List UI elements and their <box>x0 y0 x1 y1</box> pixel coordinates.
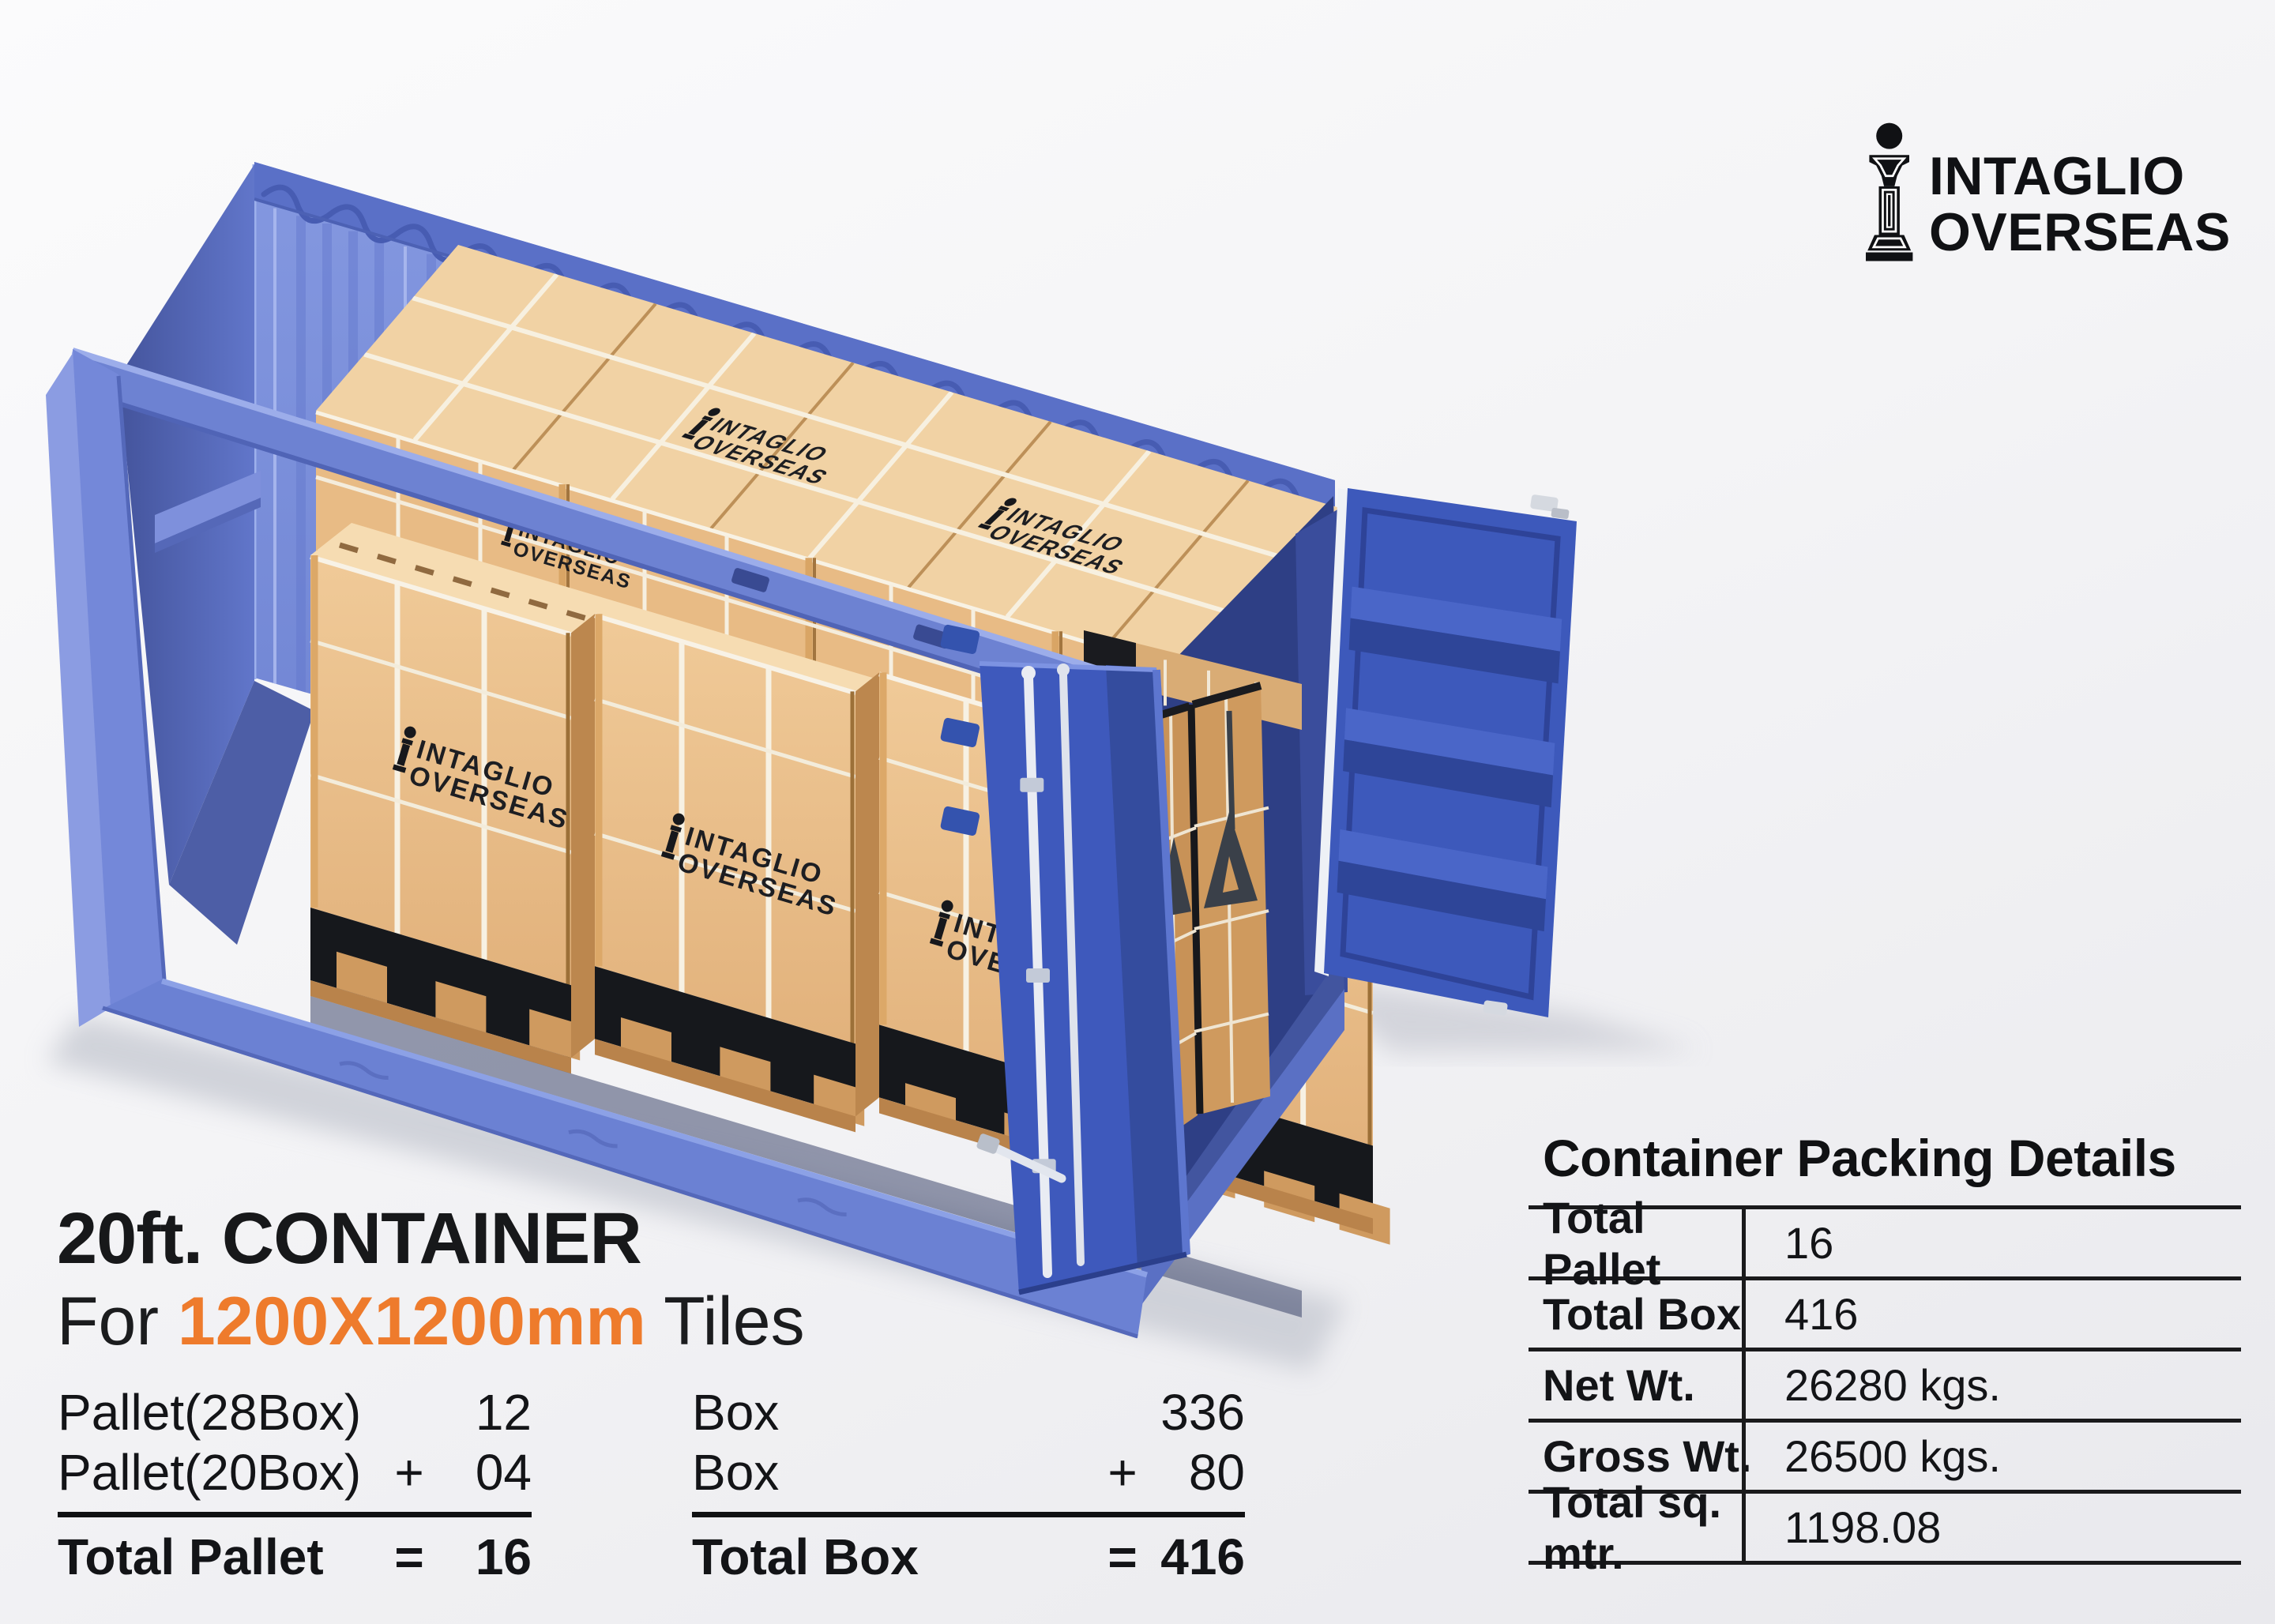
calc-operator: + <box>1107 1444 1138 1501</box>
table-row-label: Total sq. mtr. <box>1543 1476 1722 1578</box>
table-row-value: 1198.08 <box>1784 1502 1942 1552</box>
table-row: Total sq. mtr. 1198.08 <box>1529 1477 2241 1578</box>
scene-frame <box>71 348 1190 1339</box>
pallet-calculation: Pallet(28Box) 12 Pallet(20Box) + 04 Tota… <box>58 1387 532 1582</box>
brand-logo: INTAGLIO OVERSEAS <box>1866 117 2231 275</box>
pillar-icon <box>1866 122 1913 261</box>
calc-total-row: Total Pallet = 16 <box>58 1517 532 1582</box>
calc-label: Box <box>692 1384 780 1441</box>
table-row-value: 26280 kgs. <box>1784 1360 2001 1410</box>
calc-rule <box>58 1512 532 1517</box>
table-row-label: Net Wt. <box>1543 1360 1695 1410</box>
table-column-divider <box>1742 1209 1746 1565</box>
calc-row: Box 336 <box>692 1387 1245 1447</box>
calc-total-label: Total Box <box>692 1528 919 1585</box>
calc-total-label: Total Pallet <box>58 1528 324 1585</box>
calc-label: Pallet(20Box) <box>58 1444 362 1501</box>
table-title: Container Packing Details <box>1543 1129 2176 1187</box>
subtitle-suffix: Tiles <box>645 1284 805 1359</box>
calc-value: 12 <box>475 1384 532 1441</box>
calc-label: Box <box>692 1444 780 1501</box>
box-calculation: Box 336 Box + 80 Total Box = 416 <box>692 1387 1245 1582</box>
table-row-label: Gross Wt. <box>1543 1431 1752 1481</box>
packing-details-table: Container Packing Details Total Pallet 1… <box>1529 1128 2241 1578</box>
table-row-value: 26500 kgs. <box>1784 1431 2001 1481</box>
table-row-label: Total Pallet <box>1543 1192 1661 1294</box>
page-subtitle: For 1200X1200mm Tiles <box>57 1288 805 1355</box>
table-row-label: Total Box <box>1543 1289 1741 1339</box>
heading-block: 20ft. CONTAINER For 1200X1200mm Tiles <box>57 1202 805 1355</box>
table-row-value: 16 <box>1784 1218 1834 1268</box>
table-row: Gross Wt. 26500 kgs. <box>1529 1423 2241 1494</box>
table-grid: Total Pallet 16 Total Box 416 Net Wt. 26… <box>1529 1193 2241 1578</box>
calc-value: 04 <box>475 1444 532 1501</box>
brand-name-line2: OVERSEAS <box>1929 202 2231 263</box>
calc-row: Pallet(28Box) 12 <box>58 1387 532 1447</box>
calc-label: Pallet(28Box) <box>58 1384 362 1441</box>
scene-doors <box>940 488 1577 1295</box>
table-row: Total Box 416 <box>1529 1280 2241 1351</box>
calc-total-row: Total Box = 416 <box>692 1517 1245 1582</box>
table-row-value: 416 <box>1784 1289 1859 1339</box>
calc-total-value: 16 <box>475 1528 532 1585</box>
tile-size: 1200X1200mm <box>177 1284 646 1359</box>
calc-row: Box + 80 <box>692 1447 1245 1507</box>
calc-equals: = <box>1107 1528 1138 1585</box>
subtitle-prefix: For <box>57 1284 178 1359</box>
table-row: Net Wt. 26280 kgs. <box>1529 1351 2241 1423</box>
brand-name-line1: INTAGLIO <box>1929 146 2185 206</box>
scene-leftend <box>46 164 314 1027</box>
calc-row: Pallet(20Box) + 04 <box>58 1447 532 1507</box>
calc-equals: = <box>394 1528 424 1585</box>
table-row: Total Pallet 16 <box>1529 1193 2241 1294</box>
calc-value: 336 <box>1160 1384 1245 1441</box>
calc-total-value: 416 <box>1160 1528 1245 1585</box>
calc-operator: + <box>394 1444 424 1501</box>
calc-value: 80 <box>1188 1444 1245 1501</box>
calc-rule <box>692 1512 1245 1517</box>
page-title: 20ft. CONTAINER <box>57 1198 642 1279</box>
